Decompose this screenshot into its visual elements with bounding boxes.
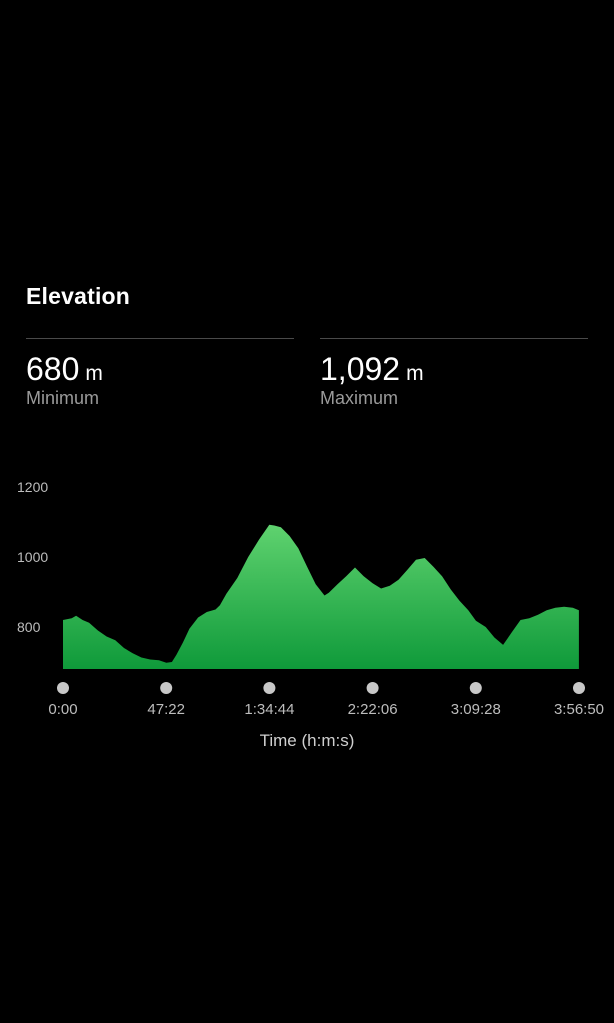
x-tick-label: 3:09:28 <box>451 701 501 718</box>
x-tick-label: 1:34:44 <box>244 701 294 718</box>
elevation-area <box>63 524 579 669</box>
x-tick-marker <box>263 682 276 694</box>
divider-right <box>320 338 588 339</box>
section-title: Elevation <box>26 283 131 309</box>
minimum-unit: m <box>85 362 103 385</box>
maximum-label: Maximum <box>320 388 399 408</box>
y-tick-label: 800 <box>17 619 41 635</box>
maximum-unit: m <box>406 362 424 385</box>
y-tick-label: 1000 <box>17 549 48 565</box>
divider-left <box>26 338 294 339</box>
minimum-value: 680 <box>26 351 80 387</box>
minimum-label: Minimum <box>26 388 100 408</box>
x-tick-marker <box>57 682 69 694</box>
x-tick-label: 2:22:06 <box>348 701 398 718</box>
x-tick-marker <box>469 682 482 694</box>
x-tick-label: 3:56:50 <box>554 701 604 718</box>
maximum-value: 1,092 <box>320 351 401 387</box>
x-tick-marker <box>573 682 585 694</box>
minimum-stat: 680 m Minimum <box>26 350 103 409</box>
maximum-stat: 1,092 m Maximum <box>320 350 424 409</box>
x-tick-marker <box>366 682 379 694</box>
x-tick-label: 0:00 <box>48 701 77 718</box>
x-tick-label: 47:22 <box>147 701 185 718</box>
y-tick-label: 1200 <box>17 479 48 495</box>
x-axis-title: Time (h:m:s) <box>259 731 355 750</box>
x-tick-marker <box>160 682 173 694</box>
